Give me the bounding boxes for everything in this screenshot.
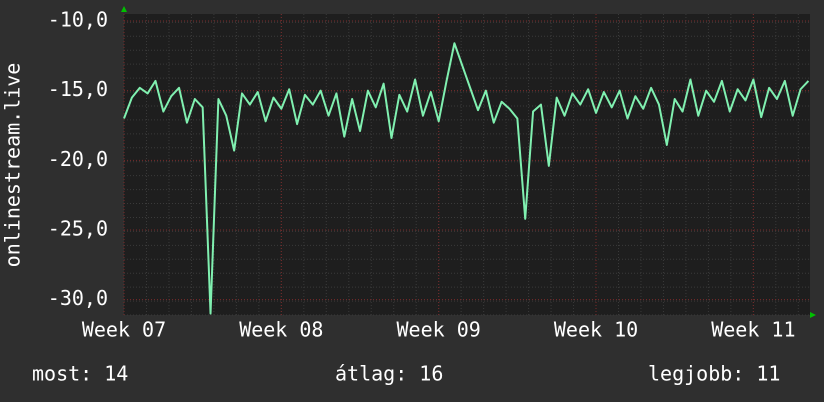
axis-arrow <box>121 6 127 12</box>
y-axis-label: onlinestream.live <box>1 63 25 268</box>
axis-arrow <box>810 312 816 318</box>
stat-best: legjobb: 11 <box>648 362 780 386</box>
data-line <box>123 42 810 315</box>
x-tick-label: Week 09 <box>397 318 481 342</box>
x-tick-label: Week 07 <box>82 318 166 342</box>
y-tick-label: -15,0 <box>48 77 108 101</box>
y-tick-label: -20,0 <box>48 147 108 171</box>
y-tick-label: -10,0 <box>48 7 108 31</box>
stat-average: átlag: 16 <box>335 362 443 386</box>
y-tick-label: -25,0 <box>48 216 108 240</box>
plot-area <box>124 14 810 315</box>
y-tick-label: -30,0 <box>48 286 108 310</box>
x-tick-label: Week 10 <box>554 318 638 342</box>
x-tick-label: Week 08 <box>239 318 323 342</box>
x-tick-label: Week 11 <box>711 318 795 342</box>
stat-current: most: 14 <box>32 362 128 386</box>
